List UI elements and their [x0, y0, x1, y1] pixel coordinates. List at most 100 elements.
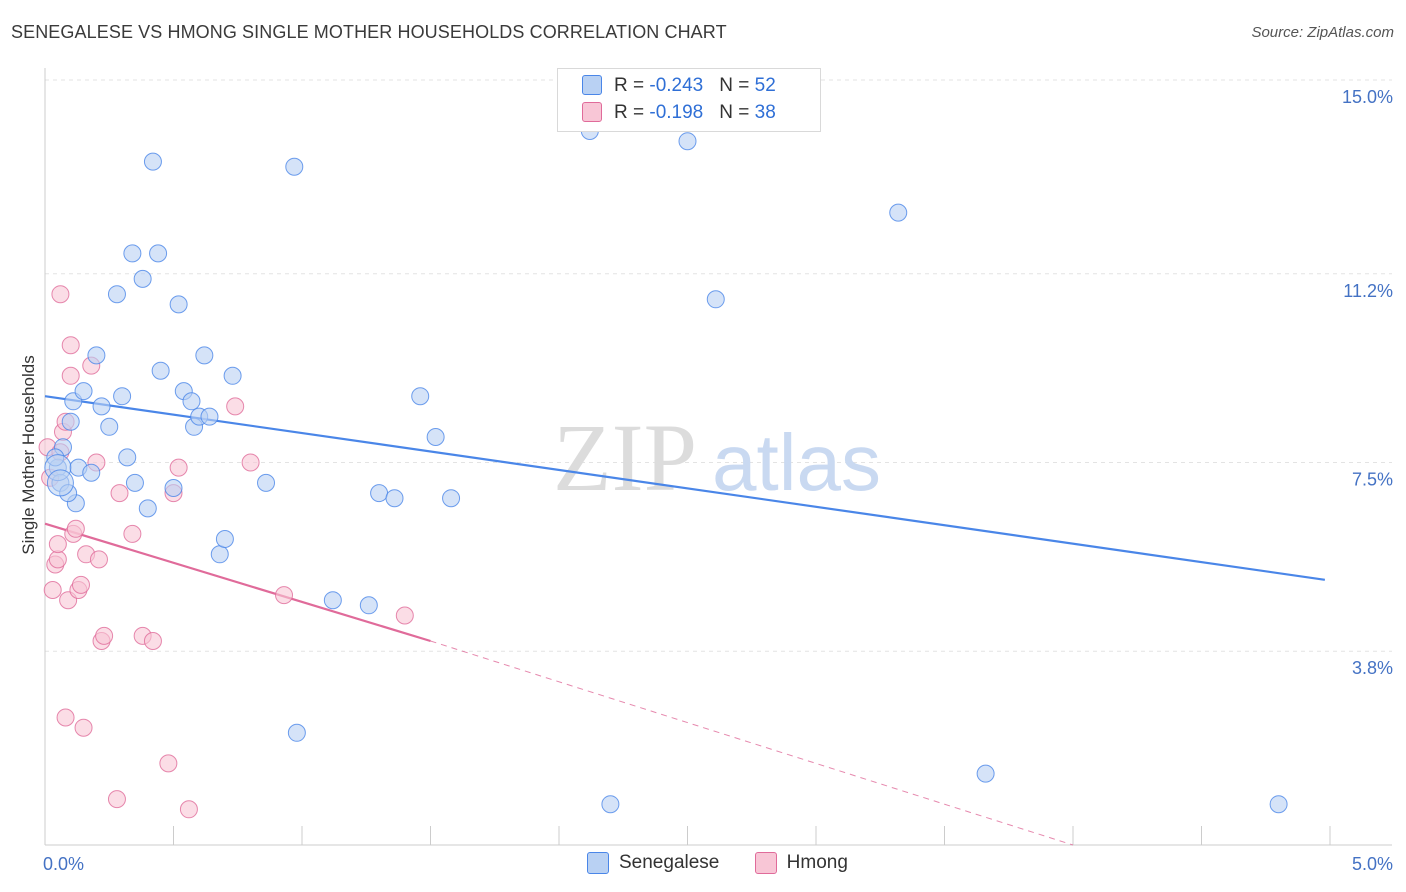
senegalese-point	[678, 132, 697, 151]
senegalese-point	[61, 412, 80, 431]
senegalese-point	[123, 244, 142, 263]
hmong-point	[48, 550, 67, 569]
correlation-legend: R = -0.243 N = 52 R = -0.198 N = 38	[557, 68, 821, 132]
senegalese-point	[1269, 795, 1288, 814]
senegalese-point	[323, 591, 342, 610]
y-tick-label: 15.0%	[1342, 87, 1393, 107]
watermark-atlas: atlas	[712, 418, 881, 507]
hmong-point	[275, 586, 294, 605]
hmong-point	[159, 754, 178, 773]
axes	[44, 68, 1392, 846]
hmong-point	[107, 790, 126, 809]
hmong-point	[95, 626, 114, 645]
hmong-point	[395, 606, 414, 625]
senegalese-point	[223, 366, 242, 385]
hmong-point	[61, 336, 80, 355]
senegalese-point	[92, 397, 111, 416]
senegalese-point	[151, 361, 170, 380]
senegalese-point	[200, 407, 219, 426]
y-axis-label: Single Mother Households	[19, 355, 38, 554]
senegalese-point	[706, 290, 725, 309]
senegalese-point	[215, 530, 234, 548]
senegalese-point	[133, 269, 152, 288]
senegalese-point	[100, 417, 119, 436]
senegalese-point	[601, 795, 620, 814]
grid-lines	[45, 79, 1392, 652]
senegalese-point	[889, 203, 908, 222]
hmong-point	[71, 575, 90, 594]
hmong-point	[74, 718, 93, 737]
hmong-point	[56, 708, 75, 727]
n-label: N =	[719, 102, 755, 123]
hmong-point	[110, 484, 129, 503]
hmong-point	[143, 632, 162, 650]
hmong-legend-swatch	[754, 852, 777, 874]
legend-item-senegalese: Senegalese	[587, 852, 719, 874]
senegalese-point	[359, 596, 378, 615]
hmong-r-value: -0.198	[649, 102, 704, 123]
trend-lines	[44, 395, 1326, 846]
senegalese-point	[107, 285, 126, 304]
y-tick-labels: 3.8% 7.5% 11.2% 15.0%	[1342, 87, 1393, 678]
hmong-trend-line	[44, 522, 431, 643]
hmong-point	[61, 366, 80, 385]
senegalese-point	[285, 157, 304, 176]
hmong-point	[226, 397, 245, 416]
hmong-point	[48, 535, 67, 554]
senegalese-point	[257, 473, 276, 492]
senegalese-point	[385, 489, 404, 508]
senegalese-r-value: -0.243	[649, 75, 704, 96]
senegalese-point	[138, 499, 157, 518]
senegalese-point	[125, 473, 144, 492]
senegalese-point	[287, 723, 306, 742]
data-points	[38, 122, 1288, 819]
senegalese-point	[149, 244, 168, 263]
senegalese-point	[210, 545, 229, 564]
hmong-point	[241, 453, 260, 472]
hmong-trend-extension	[430, 640, 1074, 846]
y-tick-label: 7.5%	[1352, 470, 1393, 490]
watermark: ZIP atlas	[553, 404, 881, 511]
hmong-point	[66, 519, 85, 538]
senegalese-point	[411, 387, 430, 406]
senegalese-point	[442, 489, 461, 508]
senegalese-point	[169, 295, 188, 314]
hmong-point	[179, 800, 198, 819]
senegalese-point	[118, 448, 137, 467]
y-tick-label: 11.2%	[1343, 281, 1393, 301]
series-legend: Senegalese Hmong	[587, 852, 878, 880]
senegalese-point	[195, 346, 214, 365]
hmong-point	[169, 458, 188, 477]
n-label: N =	[719, 75, 755, 96]
legend-row-hmong: R = -0.198 N = 38	[582, 102, 776, 128]
legend-row-senegalese: R = -0.243 N = 52	[582, 75, 776, 101]
y-tick-label: 3.8%	[1352, 658, 1393, 678]
senegalese-point	[113, 387, 132, 406]
r-label: R =	[614, 102, 650, 123]
senegalese-point	[143, 152, 162, 171]
senegalese-point	[87, 346, 106, 365]
senegalese-point	[182, 392, 201, 411]
hmong-point	[89, 550, 108, 569]
watermark-zip: ZIP	[553, 404, 697, 511]
hmong-n-value: 38	[754, 102, 776, 123]
senegalese-swatch	[582, 75, 602, 95]
senegalese-point	[370, 484, 389, 503]
x-tick-label: 5.0%	[1352, 854, 1393, 874]
senegalese-point	[74, 382, 93, 401]
legend-item-hmong: Hmong	[754, 852, 848, 874]
senegalese-n-value: 52	[754, 75, 776, 96]
senegalese-point	[164, 479, 183, 497]
r-label: R =	[614, 75, 650, 96]
x-tick-labels: 0.0% 5.0%	[43, 854, 1393, 874]
senegalese-point	[976, 764, 995, 783]
hmong-legend-label: Hmong	[786, 852, 848, 873]
hmong-point	[43, 581, 62, 599]
senegalese-point	[82, 463, 101, 482]
senegalese-legend-swatch	[587, 852, 609, 874]
hmong-point	[123, 524, 142, 543]
senegalese-legend-label: Senegalese	[619, 852, 720, 873]
senegalese-point	[46, 469, 74, 497]
senegalese-point	[426, 428, 445, 446]
